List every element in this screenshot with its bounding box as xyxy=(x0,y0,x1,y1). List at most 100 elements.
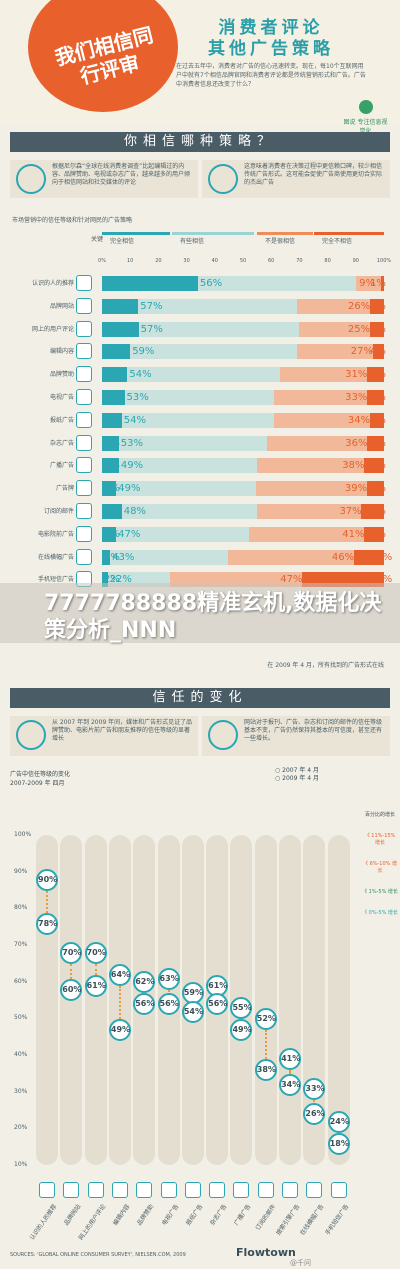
legend-key-label: 关键 xyxy=(91,236,104,243)
trust-bar-segment xyxy=(372,344,384,360)
trust-row-label: 电视广告 xyxy=(49,393,74,401)
brand-logo: 图说 专注信息视觉化 xyxy=(343,100,388,135)
trust-value-label: 57% xyxy=(140,323,163,335)
trust-bar: 13% 57% 26% 5% xyxy=(102,298,386,314)
trust-bar-segment xyxy=(197,276,356,291)
section1-intro-right: 这意味着消费者在决策过程中更信赖口碑，较少相信传统广告形式。这可能会促使广告商使… xyxy=(202,160,390,198)
trust-value-label: 6% xyxy=(370,391,386,403)
axis-tick-label: 20% xyxy=(14,1124,28,1132)
bubble-2007: 26% xyxy=(303,1103,326,1126)
column-track xyxy=(279,835,302,1165)
trust-bar-segment xyxy=(299,321,370,337)
trust-bar-segment xyxy=(369,321,384,337)
trust-value-label: 34% xyxy=(104,278,127,289)
bubble-2009: 33% xyxy=(303,1077,326,1100)
trust-row-label: 广播广告 xyxy=(49,462,74,470)
trust-row: 广播广告 6% 49% 38% 7% xyxy=(12,454,388,477)
trust-bar: 7% 54% 34% 5% xyxy=(102,412,386,428)
trust-bar-segment xyxy=(127,367,280,383)
trust-value-label: 48% xyxy=(123,505,146,517)
trust-value-label: 6% xyxy=(370,437,386,449)
trust-value-label: 53% xyxy=(126,391,149,403)
trust-bar: 8% 53% 33% 6% xyxy=(102,389,386,405)
legend-2009: ○ 2009 年 4 月 xyxy=(275,775,319,782)
chart1-label: 市场营销中的信任等级和针对网民的广告策略 xyxy=(12,217,133,224)
change-connector xyxy=(70,964,76,979)
legend-2007: ○ 2007 年 4 月 xyxy=(275,767,319,774)
watermark: @千问 xyxy=(290,1259,311,1267)
axis-tick-label: 50% xyxy=(14,1014,28,1022)
axis-tick-label: 70% xyxy=(14,941,28,948)
trust-bar: 3% 43% 46% 11% xyxy=(102,549,392,565)
trust-bar-segment xyxy=(381,276,384,291)
trust-row-label: 网上的用户评论 xyxy=(31,325,74,333)
media-icon xyxy=(76,388,92,405)
column-track xyxy=(254,835,277,1165)
people-icon xyxy=(16,164,46,194)
bubble-2009: 52% xyxy=(254,1008,277,1030)
bubble-2009: 90% xyxy=(36,868,58,891)
trust-bar: 34% 56% 9% 1% xyxy=(102,276,386,291)
media-icon xyxy=(76,320,92,337)
trust-value-label: 37% xyxy=(339,505,362,517)
category-icon xyxy=(233,1182,250,1198)
trust-bar-segment xyxy=(296,344,373,360)
legend-label: 完全相信 xyxy=(110,238,135,245)
bubble-2007: 34% xyxy=(279,1074,302,1096)
trust-bar-segment xyxy=(102,549,111,565)
legend-swatch xyxy=(257,232,313,235)
trust-bar-segment xyxy=(102,389,125,405)
trust-row-label: 品牌网站 xyxy=(49,302,74,310)
section1-intro-left: 根据尼尔森“全球在线消费者调查”比起编辑过的内容、品牌赞助、电视或杂志广告，越来… xyxy=(10,160,198,198)
category-icon xyxy=(87,1182,104,1198)
speech-icon xyxy=(208,164,238,194)
trust-bar: 10% 59% 27% 4% xyxy=(102,344,386,360)
trust-value-label: 6% xyxy=(104,460,120,472)
trust-row-label: 认识的人的推荐 xyxy=(31,280,74,287)
trust-value-label: 13% xyxy=(104,300,127,312)
trust-value-label: 6% xyxy=(370,369,386,381)
column-track xyxy=(84,835,107,1165)
bubble-2009: 24% xyxy=(327,1110,350,1133)
trust-value-label: 43% xyxy=(112,551,135,563)
trust-value-label: 22% xyxy=(109,574,132,586)
trust-bar-segment xyxy=(257,458,365,474)
trust-bar-segment xyxy=(366,481,384,497)
trust-bar: 6% 53% 36% 6% xyxy=(102,435,386,451)
trust-bar-segment xyxy=(102,572,108,588)
bubble-2007: 49% xyxy=(108,1019,131,1041)
category-icon xyxy=(39,1182,55,1198)
trust-bar-segment xyxy=(121,412,274,428)
overlay-text: 7777788888精准玄机,数据化决策分析_NNN xyxy=(44,591,382,643)
legend-2009-label: 2009 年 4 月 xyxy=(282,775,319,782)
category-icon xyxy=(184,1182,201,1198)
trust-row: 杂志广告 6% 53% 36% 6% xyxy=(12,432,388,455)
trust-bar-segment xyxy=(257,503,362,519)
legend-swatch xyxy=(314,232,384,235)
trust-row-label: 订阅的邮件 xyxy=(43,507,74,515)
trust-value-label: 34% xyxy=(347,414,371,426)
trust-value-label: 7% xyxy=(370,460,386,472)
trust-row-label: 在线横幅广告 xyxy=(37,553,74,561)
trust-bar-segment xyxy=(367,367,384,383)
trust-value-label: 4% xyxy=(370,346,386,358)
trust-bar-segment xyxy=(355,276,382,291)
section1-intro-right-text: 这意味着消费者在决策过程中更信赖口碑，较少相信传统广告形式。这可能会促使广告商使… xyxy=(244,163,383,186)
trust-bar: 7% 48% 37% 8% xyxy=(102,503,386,519)
trust-bar-segment xyxy=(102,481,117,497)
chart2-xlabels: 认识的人的推荐 品牌网站 网上的用户评论 编辑内容 品牌赞助 电视广告 报纸广告 杂志广告 广播… xyxy=(10,1182,390,1242)
trust-bar-segment xyxy=(279,367,368,383)
axis-tick-label: 100% xyxy=(14,831,32,838)
trust-bar-segment xyxy=(367,435,384,451)
trust-value-label: 6% xyxy=(370,483,386,495)
trust-row-label: 广告牌 xyxy=(55,485,74,493)
trust-value-label: 26% xyxy=(348,300,371,312)
trust-bar-segment xyxy=(138,321,300,337)
trust-value-label: 33% xyxy=(345,391,368,403)
legend-label: 完全不相信 xyxy=(322,238,353,245)
growth-key-title: 百分比的增长 xyxy=(364,812,395,818)
trust-value-label: 47% xyxy=(280,574,303,586)
chart2-label: 广告中信任等级的变化 2007-2009 年 四月 xyxy=(10,770,70,788)
trust-value-label: 8% xyxy=(104,391,120,403)
